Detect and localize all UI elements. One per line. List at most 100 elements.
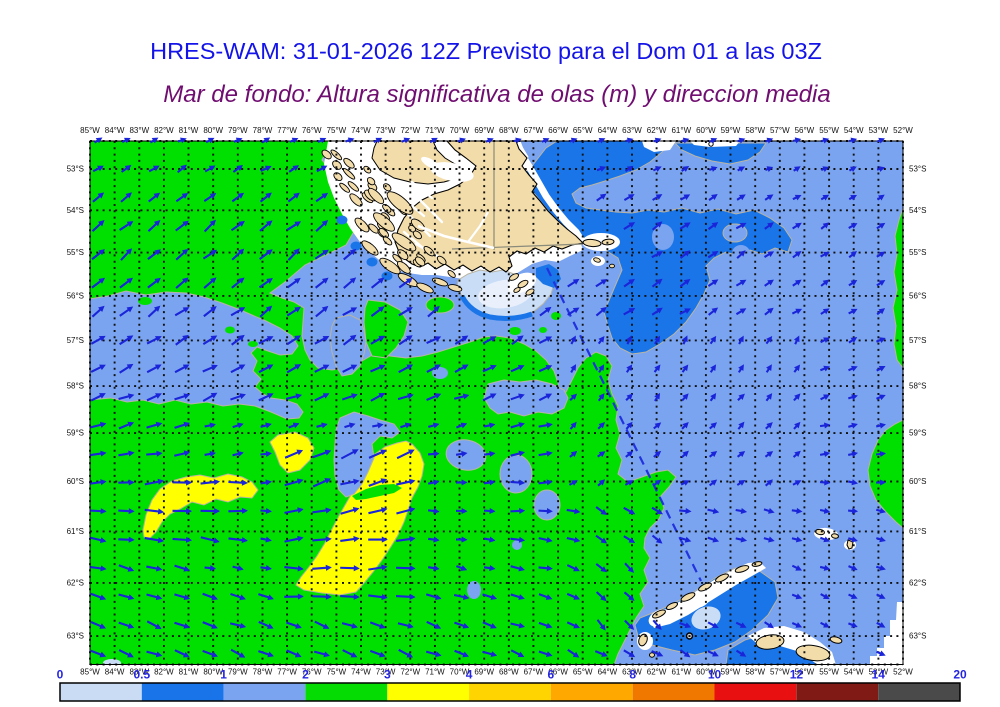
svg-text:75°W: 75°W [327,126,347,135]
svg-text:20: 20 [953,668,967,682]
svg-text:55°S: 55°S [67,248,84,257]
svg-text:56°W: 56°W [795,668,815,677]
svg-text:58°S: 58°S [67,382,84,391]
svg-text:60°S: 60°S [67,477,84,486]
svg-text:72°W: 72°W [400,668,420,677]
svg-text:58°W: 58°W [745,126,765,135]
svg-text:59°S: 59°S [67,429,84,438]
svg-text:58°W: 58°W [745,668,765,677]
svg-text:52°W: 52°W [893,126,913,135]
svg-text:57°W: 57°W [770,126,790,135]
svg-text:57°S: 57°S [909,336,926,345]
svg-text:61°W: 61°W [671,126,691,135]
svg-text:71°W: 71°W [425,126,445,135]
svg-text:59°S: 59°S [909,429,926,438]
svg-text:65°W: 65°W [573,126,593,135]
svg-text:55°W: 55°W [819,126,839,135]
svg-text:59°W: 59°W [721,668,741,677]
svg-text:71°W: 71°W [425,668,445,677]
svg-text:56°W: 56°W [795,126,815,135]
svg-text:84°W: 84°W [105,668,125,677]
svg-text:4: 4 [466,668,473,682]
svg-text:14: 14 [872,668,886,682]
svg-text:63°S: 63°S [909,632,926,641]
svg-text:68°W: 68°W [499,668,519,677]
svg-text:66°W: 66°W [548,126,568,135]
svg-text:53°S: 53°S [67,165,84,174]
svg-text:79°W: 79°W [228,668,248,677]
svg-text:63°W: 63°W [622,126,642,135]
svg-text:12: 12 [790,668,804,682]
svg-text:84°W: 84°W [105,126,125,135]
svg-text:56°S: 56°S [67,291,84,300]
svg-text:82°W: 82°W [154,126,174,135]
svg-text:76°W: 76°W [302,668,322,677]
svg-text:75°W: 75°W [327,668,347,677]
svg-text:85°W: 85°W [80,668,100,677]
svg-text:64°W: 64°W [598,126,618,135]
svg-text:59°W: 59°W [721,126,741,135]
svg-text:72°W: 72°W [400,126,420,135]
svg-text:66°W: 66°W [548,668,568,677]
svg-text:82°W: 82°W [154,668,174,677]
svg-text:0.5: 0.5 [133,668,150,682]
svg-text:57°W: 57°W [770,668,790,677]
svg-text:78°W: 78°W [253,668,273,677]
svg-text:78°W: 78°W [253,126,273,135]
svg-text:60°S: 60°S [909,477,926,486]
svg-text:3: 3 [384,668,391,682]
svg-text:55°W: 55°W [819,668,839,677]
svg-text:54°S: 54°S [67,206,84,215]
svg-text:55°S: 55°S [909,248,926,257]
svg-text:2: 2 [302,668,309,682]
svg-text:73°W: 73°W [376,126,396,135]
svg-text:54°W: 54°W [844,126,864,135]
svg-text:6: 6 [548,668,555,682]
svg-text:69°W: 69°W [474,668,494,677]
svg-text:74°W: 74°W [351,668,371,677]
svg-text:63°W: 63°W [622,668,642,677]
svg-text:70°W: 70°W [450,126,470,135]
svg-text:54°S: 54°S [909,206,926,215]
svg-text:80°W: 80°W [203,668,223,677]
svg-text:65°W: 65°W [573,668,593,677]
svg-text:57°S: 57°S [67,336,84,345]
svg-text:62°S: 62°S [909,578,926,587]
svg-text:0: 0 [57,668,64,682]
svg-text:53°S: 53°S [909,165,926,174]
svg-text:60°W: 60°W [696,126,716,135]
svg-text:10: 10 [708,668,722,682]
svg-text:53°W: 53°W [869,668,889,677]
svg-text:62°S: 62°S [67,578,84,587]
svg-text:77°W: 77°W [277,668,297,677]
svg-text:8: 8 [629,668,636,682]
svg-text:69°W: 69°W [474,126,494,135]
svg-text:53°W: 53°W [869,126,889,135]
svg-text:63°S: 63°S [67,632,84,641]
svg-text:73°W: 73°W [376,668,396,677]
svg-text:83°W: 83°W [129,668,149,677]
svg-text:56°S: 56°S [909,291,926,300]
svg-text:61°S: 61°S [67,527,84,536]
svg-text:85°W: 85°W [80,126,100,135]
svg-text:79°W: 79°W [228,126,248,135]
svg-text:67°W: 67°W [524,668,544,677]
svg-text:1: 1 [220,668,227,682]
svg-text:62°W: 62°W [647,668,667,677]
svg-text:62°W: 62°W [647,126,667,135]
svg-text:68°W: 68°W [499,126,519,135]
svg-text:70°W: 70°W [450,668,470,677]
svg-text:54°W: 54°W [844,668,864,677]
svg-text:83°W: 83°W [129,126,149,135]
svg-text:60°W: 60°W [696,668,716,677]
svg-text:81°W: 81°W [179,668,199,677]
svg-text:67°W: 67°W [524,126,544,135]
svg-text:80°W: 80°W [203,126,223,135]
svg-text:77°W: 77°W [277,126,297,135]
svg-text:61°S: 61°S [909,527,926,536]
svg-text:61°W: 61°W [671,668,691,677]
svg-text:81°W: 81°W [179,126,199,135]
svg-text:64°W: 64°W [598,668,618,677]
svg-text:74°W: 74°W [351,126,371,135]
svg-text:58°S: 58°S [909,382,926,391]
